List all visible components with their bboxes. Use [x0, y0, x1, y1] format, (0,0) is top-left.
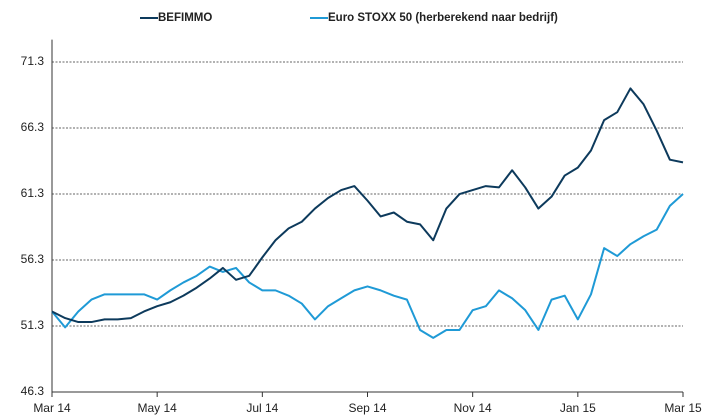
x-tick-label: Mar 15 [664, 401, 702, 415]
y-tick-label: 51.3 [21, 318, 45, 332]
y-tick-label: 56.3 [21, 252, 45, 266]
series-line [51, 193, 684, 339]
x-tick-label: May 14 [137, 401, 177, 415]
x-tick-label: Jan 15 [560, 401, 596, 415]
y-tick-label: 61.3 [21, 186, 45, 200]
legend-label: Euro STOXX 50 (herberekend naar bedrijf) [328, 12, 558, 24]
legend-label: BEFIMMO [158, 12, 212, 24]
x-tick-label: Mar 14 [33, 401, 71, 415]
series-line [51, 87, 684, 324]
x-tick-label: Sep 14 [348, 401, 386, 415]
x-tick-label: Jul 14 [246, 401, 278, 415]
y-tick-label: 71.3 [21, 54, 45, 68]
y-tick-label: 66.3 [21, 120, 45, 134]
y-tick-label: 46.3 [21, 384, 45, 398]
x-tick-label: Nov 14 [454, 401, 492, 415]
